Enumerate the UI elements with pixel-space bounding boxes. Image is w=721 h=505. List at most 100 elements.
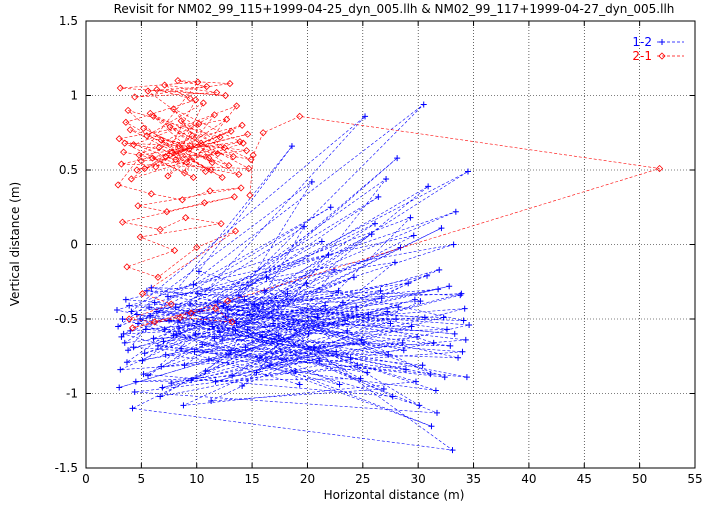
data-point-plus — [159, 384, 166, 391]
data-point-plus — [420, 101, 427, 108]
data-point-diamond — [174, 77, 182, 85]
data-point-diamond — [186, 94, 194, 103]
data-point-plus — [380, 386, 387, 393]
data-point-diamond — [216, 133, 224, 141]
data-point-diamond — [118, 218, 127, 226]
data-point-plus — [176, 324, 183, 331]
data-point-diamond — [115, 135, 123, 143]
data-point-plus — [292, 368, 299, 375]
data-point-plus — [375, 193, 382, 200]
data-point-diamond — [227, 127, 235, 135]
data-point-diamond — [247, 156, 255, 164]
data-point-plus — [148, 284, 155, 291]
x-tick-label: 45 — [577, 472, 592, 486]
data-point-diamond — [236, 138, 244, 146]
series-line — [115, 104, 470, 451]
data-point-plus — [428, 423, 435, 430]
data-point-diamond — [127, 175, 135, 183]
data-point-plus — [147, 313, 154, 320]
data-point-plus — [202, 368, 209, 375]
y-axis-label: Vertical distance (m) — [8, 182, 22, 306]
x-tick-label: 30 — [411, 472, 426, 486]
data-point-plus — [335, 287, 342, 294]
data-point-diamond — [169, 105, 178, 113]
data-point-plus — [411, 296, 418, 303]
data-point-plus — [421, 314, 428, 321]
data-point-plus — [419, 362, 426, 369]
data-point-plus — [316, 357, 323, 364]
data-point-plus — [441, 374, 448, 381]
data-point-plus — [336, 381, 343, 388]
x-tick-label: 40 — [521, 472, 536, 486]
data-point-plus — [158, 363, 165, 370]
data-point-plus — [460, 317, 467, 324]
data-point-plus — [263, 274, 270, 281]
data-point-plus — [199, 341, 206, 348]
data-point-plus — [385, 351, 392, 358]
data-point-plus — [151, 299, 158, 306]
data-point-diamond — [136, 233, 144, 241]
data-point-plus — [229, 372, 236, 379]
data-point-diamond — [121, 139, 129, 147]
data-point-diamond — [149, 112, 158, 120]
data-point-plus — [137, 316, 144, 322]
data-point-plus — [164, 293, 171, 300]
data-point-diamond — [220, 144, 228, 152]
data-point-plus — [180, 402, 187, 409]
data-point-plus — [128, 308, 135, 315]
data-point-diamond — [168, 148, 176, 156]
y-tick-label: -0.5 — [55, 312, 78, 326]
data-point-plus — [389, 393, 396, 400]
data-point-diamond — [148, 154, 157, 162]
data-point-plus — [192, 330, 199, 337]
data-point-plus — [322, 302, 329, 309]
data-point-plus — [408, 323, 415, 330]
data-point-diamond — [656, 164, 664, 173]
data-point-diamond — [144, 87, 152, 95]
data-point-diamond — [153, 85, 161, 94]
data-point-diamond — [125, 315, 133, 323]
y-tick-label: 0 — [70, 238, 78, 252]
data-point-diamond — [151, 318, 159, 326]
data-point-plus — [407, 214, 414, 221]
data-point-diamond — [187, 309, 195, 317]
data-point-plus — [432, 387, 439, 394]
data-point-diamond — [141, 164, 149, 173]
data-point-plus — [288, 143, 295, 150]
data-point-plus — [436, 266, 443, 273]
data-point-diamond — [245, 164, 253, 173]
data-point-plus — [305, 330, 312, 337]
data-point-diamond — [135, 151, 143, 159]
data-point-diamond — [224, 297, 232, 305]
data-point-plus — [129, 405, 136, 412]
data-point-plus — [438, 225, 445, 232]
data-point-plus — [353, 304, 360, 311]
data-point-plus — [154, 342, 161, 349]
data-point-diamond — [206, 187, 214, 195]
data-point-plus — [146, 304, 153, 311]
data-point-diamond — [195, 120, 203, 128]
data-point-plus — [232, 327, 239, 334]
data-point-plus — [447, 342, 454, 349]
data-point-plus — [211, 335, 218, 342]
data-point-diamond — [658, 52, 666, 60]
data-point-plus — [344, 327, 351, 334]
data-point-diamond — [246, 191, 254, 199]
data-point-plus — [225, 351, 232, 358]
data-point-plus — [331, 266, 338, 273]
data-point-diamond — [239, 139, 247, 147]
data-point-plus — [350, 274, 357, 281]
data-point-plus — [383, 175, 390, 182]
legend: 1-22-1 — [632, 35, 684, 63]
data-point-diamond — [157, 136, 165, 144]
data-point-plus — [451, 330, 458, 337]
y-tick-label: 1.5 — [59, 14, 78, 28]
data-point-diamond — [120, 148, 128, 156]
data-point-diamond — [188, 132, 196, 140]
data-point-plus — [200, 318, 207, 325]
data-point-diamond — [116, 84, 124, 92]
data-point-plus — [446, 283, 453, 290]
data-point-diamond — [226, 80, 234, 88]
data-point-plus — [131, 389, 138, 396]
